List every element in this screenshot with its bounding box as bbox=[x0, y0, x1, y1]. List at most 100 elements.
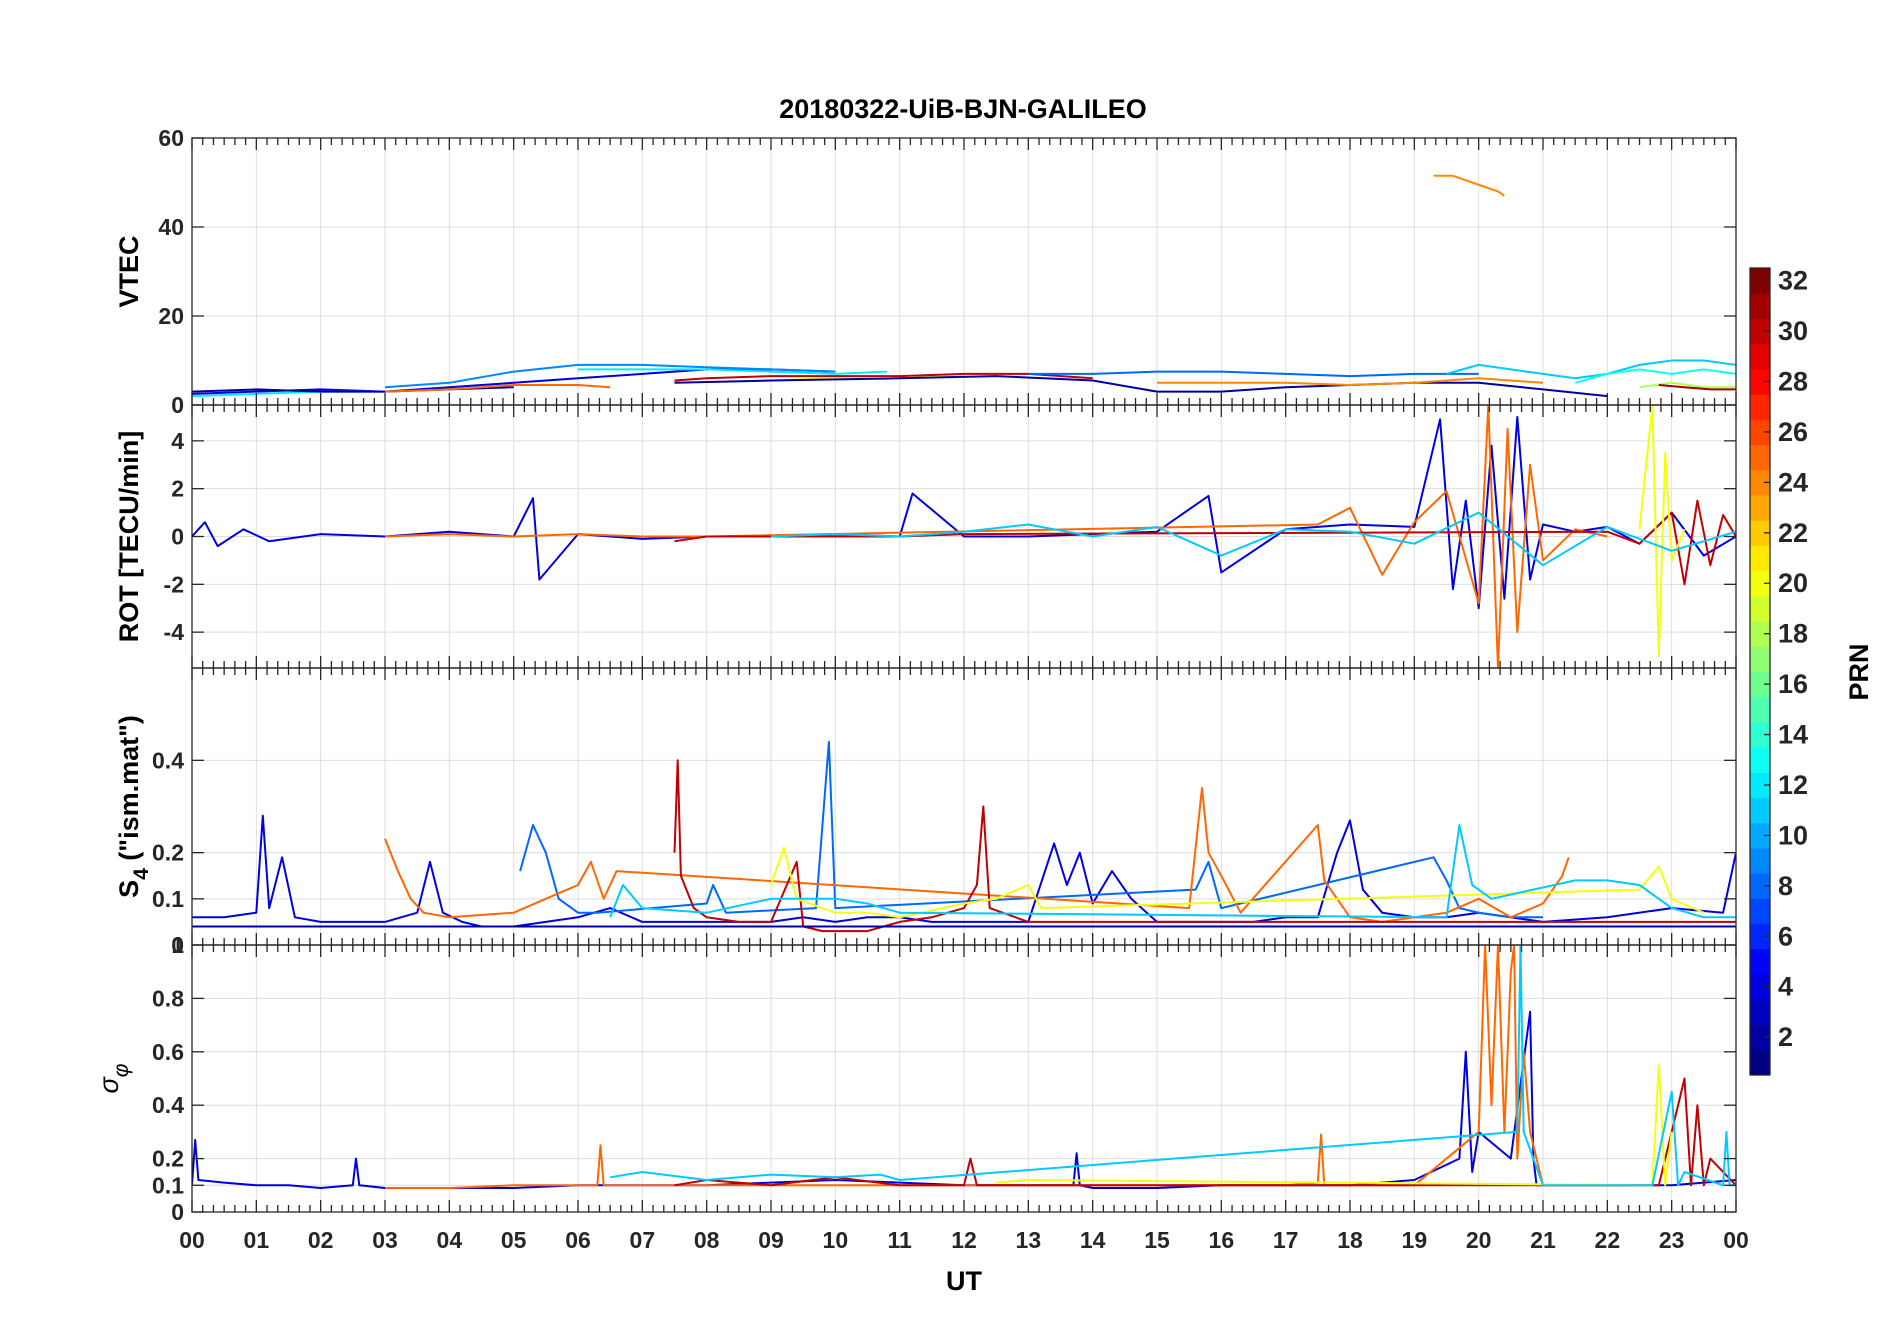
colorbar-tick-label: 4 bbox=[1778, 972, 1793, 1002]
colorbar-segment bbox=[1750, 444, 1770, 471]
x-tick-label: 01 bbox=[244, 1227, 270, 1253]
series-line-prn-24 bbox=[1433, 174, 1505, 197]
x-tick-label: 13 bbox=[1016, 1227, 1042, 1253]
x-tick-label: 04 bbox=[437, 1227, 463, 1253]
series-line-prn-20 bbox=[996, 1064, 1673, 1187]
y-tick-label: 0 bbox=[171, 1199, 184, 1225]
y-axis-label: σφ bbox=[94, 1063, 133, 1093]
x-tick-label: 05 bbox=[501, 1227, 527, 1253]
colorbar-tick-label: 20 bbox=[1778, 568, 1808, 598]
x-tick-label: 16 bbox=[1209, 1227, 1235, 1253]
colorbar-segment bbox=[1750, 1024, 1770, 1051]
y-tick-label: 0 bbox=[171, 932, 184, 958]
colorbar-segment bbox=[1750, 848, 1770, 874]
colorbar-segment bbox=[1750, 595, 1770, 622]
series-line-prn-30 bbox=[674, 372, 1093, 382]
colorbar-segment bbox=[1750, 923, 1770, 950]
y-tick-label: 60 bbox=[158, 125, 184, 151]
series-line-prn-8 bbox=[1028, 370, 1479, 378]
y-axis-label: VTEC bbox=[114, 235, 144, 307]
series-group bbox=[192, 405, 1736, 668]
series-line-prn-11 bbox=[610, 945, 1736, 1187]
y-tick-label: 0.8 bbox=[152, 985, 184, 1011]
colorbar-segment bbox=[1750, 797, 1770, 824]
colorbar-tick-label: 14 bbox=[1778, 720, 1808, 750]
series-line-prn-2 bbox=[674, 375, 1608, 398]
y-axis-label: ROT [TECU/min] bbox=[114, 431, 144, 642]
x-tick-label: 14 bbox=[1080, 1227, 1106, 1253]
colorbar-tick-label: 32 bbox=[1778, 266, 1808, 296]
x-tick-label: 17 bbox=[1273, 1227, 1299, 1253]
y-tick-label: 0.1 bbox=[152, 1172, 184, 1198]
y-tick-label: 0 bbox=[171, 392, 184, 418]
y-tick-label: -4 bbox=[164, 619, 185, 645]
colorbar-segment bbox=[1750, 343, 1770, 370]
x-tick-label: 18 bbox=[1337, 1227, 1363, 1253]
colorbar-segment bbox=[1750, 974, 1770, 1000]
x-tick-label: 11 bbox=[888, 1227, 913, 1253]
colorbar-segment bbox=[1750, 646, 1770, 672]
y-tick-label: 20 bbox=[158, 303, 184, 329]
series-group bbox=[192, 945, 1736, 1189]
x-tick-label: 21 bbox=[1530, 1227, 1556, 1253]
colorbar-segment bbox=[1750, 1049, 1770, 1076]
colorbar-tick-label: 30 bbox=[1778, 316, 1808, 346]
colorbar-tick-label: 12 bbox=[1778, 770, 1808, 800]
colorbar-segment bbox=[1750, 419, 1770, 446]
series-group bbox=[192, 740, 1736, 933]
colorbar-segment bbox=[1750, 721, 1770, 748]
series-line-prn-11 bbox=[1446, 359, 1736, 380]
colorbar-tick-label: 22 bbox=[1778, 518, 1808, 548]
y-axis-label: S4 ("ism.mat") bbox=[114, 715, 153, 898]
y-tick-label: 0.2 bbox=[152, 1146, 184, 1172]
series-line-prn-9 bbox=[384, 363, 836, 389]
colorbar-segment bbox=[1750, 545, 1770, 572]
series-line-prn-30 bbox=[673, 759, 1736, 933]
x-tick-label: 09 bbox=[758, 1227, 784, 1253]
x-tick-label: 03 bbox=[372, 1227, 398, 1253]
colorbar-segment bbox=[1750, 520, 1770, 546]
colorbar-segment bbox=[1750, 394, 1770, 420]
colorbar-tick-label: 8 bbox=[1778, 871, 1793, 901]
y-tick-label: 0.4 bbox=[152, 1092, 184, 1118]
colorbar-segment bbox=[1750, 570, 1770, 597]
colorbar-tick-label: 18 bbox=[1778, 619, 1808, 649]
colorbar-segment bbox=[1750, 293, 1770, 319]
y-tick-label: 2 bbox=[171, 476, 184, 502]
y-tick-label: 0.6 bbox=[152, 1039, 184, 1065]
panel-rot: -4 -2 0 2 4 ROT [TECU/min] bbox=[114, 404, 1737, 669]
series-line-prn-18 bbox=[1639, 381, 1736, 389]
colorbar-label: PRN bbox=[1844, 643, 1874, 700]
colorbar-tick-label: 6 bbox=[1778, 921, 1793, 951]
y-tick-label-top: 1 bbox=[171, 932, 184, 958]
series-line-prn-8 bbox=[519, 740, 1543, 919]
y-tick-label: -2 bbox=[164, 571, 184, 597]
colorbar-segment bbox=[1750, 368, 1770, 395]
colorbar-segment bbox=[1750, 469, 1770, 496]
series-line-prn-20 bbox=[770, 847, 1705, 919]
series-line-prn-30 bbox=[674, 1077, 1736, 1187]
colorbar-tick-label: 26 bbox=[1778, 417, 1808, 447]
y-tick-label: 0.4 bbox=[152, 747, 184, 773]
panel-vtec: 0 20 40 60 VTEC bbox=[114, 125, 1737, 418]
colorbar-segment bbox=[1750, 772, 1770, 799]
colorbar-segment bbox=[1750, 999, 1770, 1026]
colorbar-segment bbox=[1750, 696, 1770, 723]
y-tick-label: 40 bbox=[158, 214, 184, 240]
y-tick-label: 4 bbox=[171, 428, 184, 454]
series-line-prn-12 bbox=[578, 368, 887, 375]
x-tick-label: 15 bbox=[1144, 1227, 1170, 1253]
x-tick-label: 12 bbox=[951, 1227, 977, 1253]
colorbar-segment bbox=[1750, 873, 1770, 899]
x-tick-label: 20 bbox=[1466, 1227, 1492, 1253]
series-line-prn-20 bbox=[1638, 405, 1686, 657]
colorbar-tick-label: 24 bbox=[1778, 467, 1808, 497]
series-line-prn-11 bbox=[609, 824, 1736, 919]
colorbar-tick-label: 16 bbox=[1778, 669, 1808, 699]
series-line-prn-11 bbox=[770, 511, 1736, 567]
colorbar-tick-label: 28 bbox=[1778, 366, 1808, 396]
series-group bbox=[192, 174, 1736, 398]
series-line-prn-31 bbox=[1658, 384, 1736, 391]
x-tick-label: 19 bbox=[1402, 1227, 1428, 1253]
